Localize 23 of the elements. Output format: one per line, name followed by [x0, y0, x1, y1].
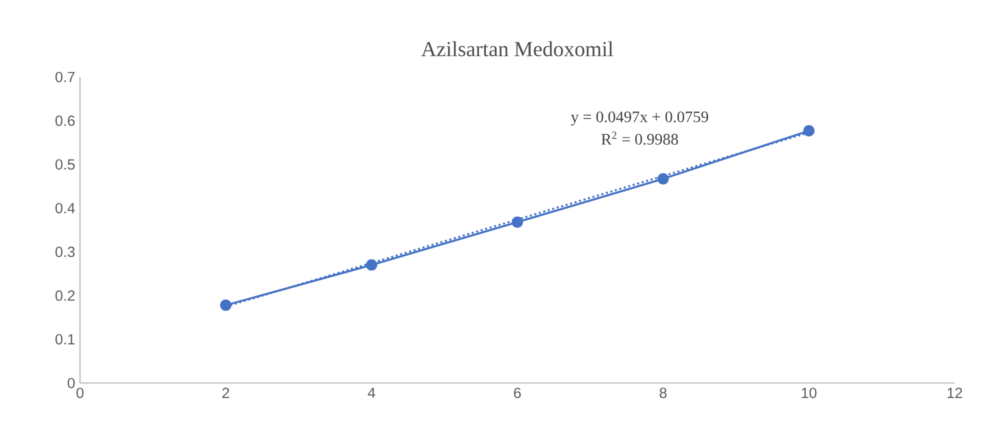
x-tick-label: 12	[948, 388, 962, 398]
annotation: R$^{2}$ = 0.9988	[601, 132, 678, 145]
chart-title: Azilsartan Medoxomil	[421, 41, 614, 56]
x-tick-label: 6	[514, 388, 521, 398]
x-tick-label: 0	[76, 388, 84, 398]
point	[657, 173, 669, 185]
y-tick-label: 0.7	[55, 72, 75, 82]
y-tick-label: 0.3	[55, 246, 75, 258]
x-tick-label: 4	[368, 388, 376, 398]
y-tick-label: 0.1	[55, 334, 75, 344]
x-tick-label: 10	[802, 388, 816, 398]
annotation: y = 0.0497x + 0.0759	[570, 111, 708, 126]
point	[366, 259, 378, 271]
point	[512, 216, 524, 228]
point	[803, 125, 815, 136]
y-tick-label: 0.6	[55, 116, 75, 126]
x-tick-label: 2	[222, 388, 230, 398]
y-tick-label: 0	[68, 378, 75, 388]
y-tick-label: 0.2	[55, 290, 75, 301]
y-tick-label: 0.5	[55, 159, 75, 170]
x-tick-label: 8	[660, 388, 667, 398]
point	[220, 300, 232, 311]
y-tick-label: 0.4	[55, 202, 75, 214]
